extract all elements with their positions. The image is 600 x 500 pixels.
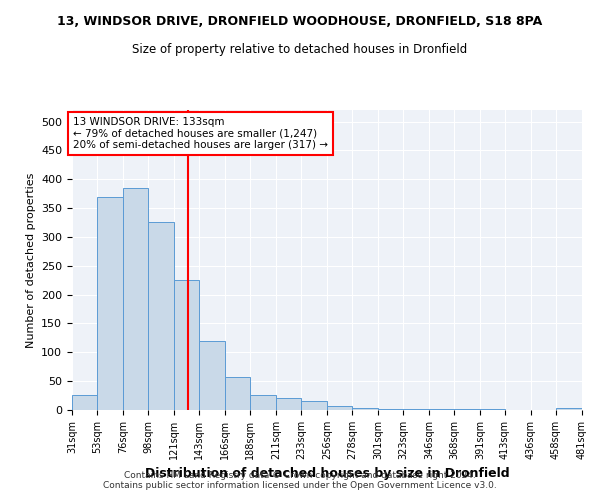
Bar: [199, 341, 225, 410]
Bar: [72, 395, 97, 410]
Text: Size of property relative to detached houses in Dronfield: Size of property relative to detached ho…: [133, 42, 467, 56]
Bar: [123, 188, 148, 410]
Bar: [403, 409, 429, 410]
Bar: [301, 402, 327, 410]
Bar: [378, 409, 403, 410]
Text: 13 WINDSOR DRIVE: 133sqm
← 79% of detached houses are smaller (1,247)
20% of sem: 13 WINDSOR DRIVE: 133sqm ← 79% of detach…: [73, 117, 328, 150]
Bar: [327, 406, 352, 410]
Bar: [276, 398, 301, 410]
Bar: [174, 280, 199, 410]
Bar: [148, 222, 174, 410]
Bar: [352, 408, 378, 410]
Bar: [556, 408, 582, 410]
Y-axis label: Number of detached properties: Number of detached properties: [26, 172, 35, 348]
Bar: [225, 376, 250, 410]
Bar: [250, 395, 276, 410]
Text: Contains HM Land Registry data © Crown copyright and database right 2024.
Contai: Contains HM Land Registry data © Crown c…: [103, 470, 497, 490]
Bar: [97, 196, 123, 410]
X-axis label: Distribution of detached houses by size in Dronfield: Distribution of detached houses by size …: [145, 468, 509, 480]
Text: 13, WINDSOR DRIVE, DRONFIELD WOODHOUSE, DRONFIELD, S18 8PA: 13, WINDSOR DRIVE, DRONFIELD WOODHOUSE, …: [58, 15, 542, 28]
